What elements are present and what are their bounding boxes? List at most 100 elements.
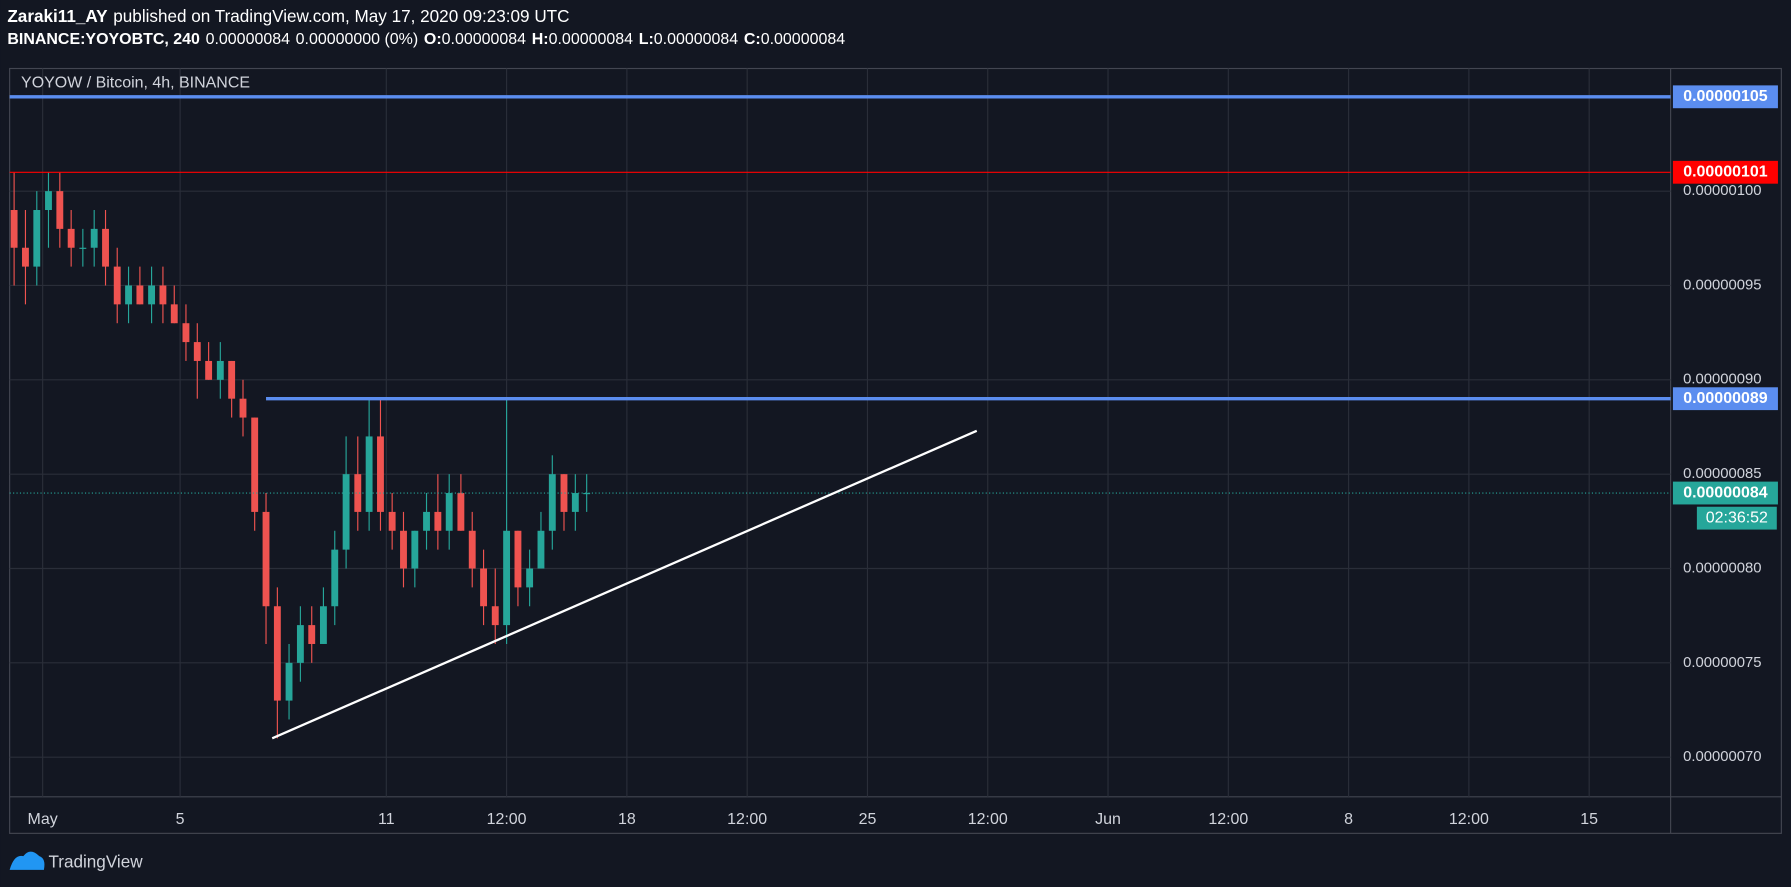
candle-body <box>354 474 362 512</box>
y-tick-label: 0.00000095 <box>1683 277 1761 293</box>
symbol-line: BINANCE:YOYOBTC, 240 0.00000084 0.00000000… <box>7 31 845 48</box>
x-tick-label: 12:00 <box>1208 811 1248 828</box>
logo-icon <box>9 851 45 870</box>
candle-body <box>216 360 224 380</box>
x-tick-label: 11 <box>378 811 395 828</box>
y-tick-label: 0.00000075 <box>1683 655 1761 671</box>
price-label: 0.00000105 <box>1683 88 1767 105</box>
candle-body <box>273 606 281 701</box>
ohlc-value: 0.00000084 <box>549 31 633 48</box>
x-tick-label: May <box>28 811 58 828</box>
author: Zaraki11_AY <box>7 7 108 26</box>
candle-body <box>170 304 178 324</box>
candle-body <box>45 191 52 211</box>
price-label: 0.00000084 <box>1683 484 1767 501</box>
ohlc-value: 0.00000084 <box>761 31 845 48</box>
candle-body <box>102 228 109 267</box>
candle-body <box>548 474 556 531</box>
candle-body <box>159 285 167 305</box>
candle-body <box>400 530 407 569</box>
price: 0.00000084 <box>206 31 290 48</box>
candle-body <box>503 530 511 626</box>
ohlc-label: H: <box>532 31 549 48</box>
candle-body <box>113 266 121 305</box>
x-tick-label: 12:00 <box>1449 811 1489 828</box>
x-tick-label: 12:00 <box>487 811 527 828</box>
candle-body <box>193 342 201 361</box>
candle-body <box>33 210 41 267</box>
ohlc-value: 0.00000084 <box>654 31 738 48</box>
price-label-bg <box>1672 85 1778 109</box>
x-tick-label: 12:00 <box>968 811 1008 828</box>
price-label: 0.00000089 <box>1683 390 1767 407</box>
candle-body <box>434 511 442 531</box>
ohlc-label: C: <box>744 31 761 48</box>
price-label-bg <box>1672 481 1778 505</box>
x-tick-label: 8 <box>1344 811 1353 828</box>
logo: TradingView <box>9 851 143 872</box>
candle-body <box>285 662 293 701</box>
x-tick-label: 5 <box>176 811 185 828</box>
candle-body <box>526 568 534 588</box>
candle-body <box>319 606 327 644</box>
candle-body <box>514 530 522 588</box>
symbol: BINANCE:YOYOBTC, 240 <box>7 31 200 48</box>
price-label: 0.00000101 <box>1683 163 1767 180</box>
candle-body <box>10 210 18 248</box>
x-tick-label: Jun <box>1095 811 1121 828</box>
candle-body <box>468 530 476 569</box>
candle-body <box>251 417 259 512</box>
candle-body <box>423 511 430 531</box>
candle-body <box>228 360 236 399</box>
countdown-bg <box>1696 506 1777 530</box>
change: 0.00000000 (0%) <box>296 31 419 48</box>
price-label-bg <box>1672 160 1778 184</box>
candle-body <box>445 493 453 531</box>
candle-body <box>365 436 373 512</box>
candle-body <box>491 606 499 626</box>
candle-body <box>239 398 247 418</box>
candle-body <box>148 285 156 305</box>
y-tick-label: 0.00000090 <box>1683 372 1761 388</box>
candle-body <box>125 285 132 305</box>
candle-body <box>342 474 350 550</box>
candle-body <box>560 474 568 512</box>
x-tick-label: 12:00 <box>727 811 767 828</box>
candle-body <box>571 493 579 512</box>
candle-body <box>308 625 316 644</box>
y-tick-label: 0.00000070 <box>1683 749 1761 765</box>
header-line: Zaraki11_AY published on TradingView.com,… <box>7 7 569 26</box>
candle-body <box>388 511 396 531</box>
price-label-bg <box>1672 387 1778 411</box>
candle-body <box>182 323 190 343</box>
candle-body <box>79 247 87 249</box>
plot <box>10 172 591 739</box>
candle-body <box>136 285 144 305</box>
candle-body <box>377 436 384 512</box>
overlay: 0.00000105 0.00000101 0.00000089 0.00000084… <box>9 85 1778 740</box>
candle-body <box>480 568 488 607</box>
y-tick-label: 0.00000085 <box>1683 466 1761 482</box>
x-tick-label: 25 <box>859 811 877 828</box>
candle-body <box>411 530 419 569</box>
x-tick-label: 18 <box>618 811 636 828</box>
candle-body <box>331 549 339 607</box>
candle-body <box>90 228 98 248</box>
candle-body <box>583 493 591 495</box>
y-tick-label: 0.00000100 <box>1683 183 1761 199</box>
published: published on TradingView.com, May 17, 20… <box>113 7 569 26</box>
candle-body <box>205 360 213 380</box>
brand: TradingView <box>48 853 143 872</box>
candle-body <box>537 530 545 569</box>
ohlc-value: 0.00000084 <box>442 31 526 48</box>
y-tick-label: 0.00000080 <box>1683 560 1761 576</box>
candle-body <box>67 228 75 248</box>
candle-body <box>457 493 465 531</box>
candle-body <box>56 191 64 229</box>
countdown: 02:36:52 <box>1706 509 1768 526</box>
x-tick-label: 15 <box>1580 811 1598 828</box>
grid: May 5 11 12:00 18 12:00 25 12:00 Jun 12:00 8 12:00 1… <box>9 68 1762 828</box>
